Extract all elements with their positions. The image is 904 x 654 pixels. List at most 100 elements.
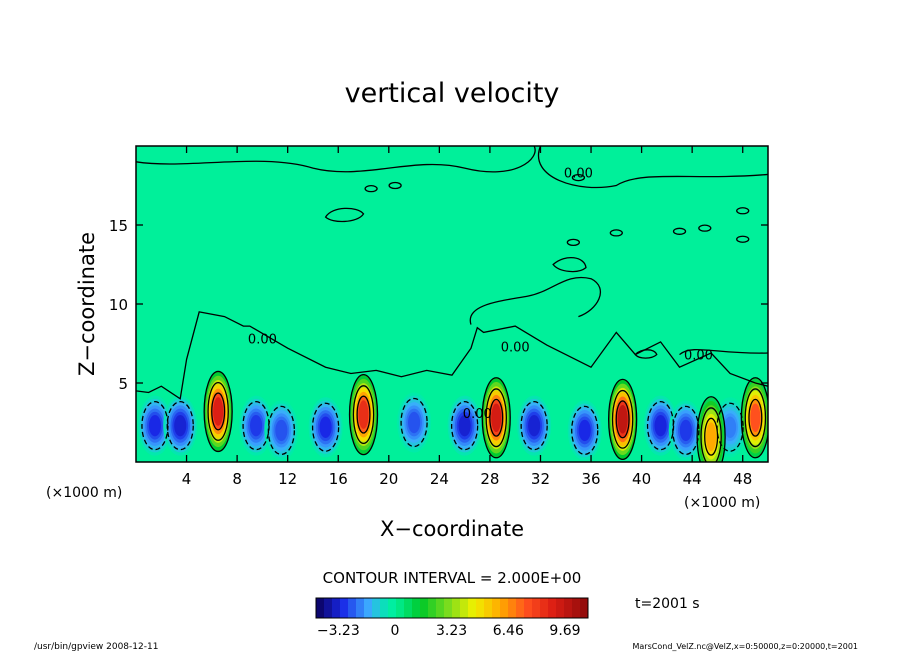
field-level — [491, 403, 502, 433]
colorbar-swatch — [356, 598, 365, 618]
plot-area: 0.00 0.00 0.00 0.00 0.00 — [135, 145, 769, 463]
downdraft-contour — [646, 401, 675, 451]
small-contour — [566, 238, 580, 247]
colorbar-frame — [315, 597, 589, 619]
x-tick-label: 8 — [232, 470, 242, 488]
mid-contour — [469, 276, 602, 325]
updraft-contour — [356, 395, 371, 434]
contour-label: 0.00 — [501, 340, 530, 355]
colorbar-tick-label: −3.23 — [317, 623, 360, 639]
colorbar-swatch — [580, 598, 589, 618]
field-level — [408, 411, 421, 434]
footer-right: MarsCond_VelZ.nc@VelZ,x=0:50000,z=0:2000… — [632, 642, 859, 651]
field-level — [148, 414, 162, 437]
contour-label: 0.00 — [248, 333, 277, 348]
downdraft-cell — [567, 400, 602, 461]
small-contour — [609, 229, 623, 237]
colorbar-tick-label: 3.23 — [436, 623, 467, 639]
downdraft-contour — [311, 402, 340, 452]
contour-label: 0.00 — [684, 348, 713, 363]
downdraft-contour — [672, 405, 700, 456]
colorbar-swatch — [340, 598, 349, 618]
field-level — [750, 403, 761, 433]
downdraft-cell — [264, 400, 299, 461]
colorbar — [315, 597, 589, 619]
colorbar-swatch — [548, 598, 557, 618]
x-tick-label: 48 — [733, 470, 752, 488]
field-level — [275, 419, 288, 442]
colorbar-swatch — [332, 598, 341, 618]
colorbar-tick-label: 9.69 — [549, 623, 580, 639]
colorbar-swatch — [452, 598, 461, 618]
downdraft-cell — [397, 392, 432, 453]
x-tick-label: 20 — [379, 470, 398, 488]
updraft-contour — [485, 388, 507, 448]
y-tick-label: 10 — [109, 296, 128, 314]
field-level — [617, 405, 628, 434]
downdraft-cell — [239, 395, 274, 456]
updraft-contour — [348, 373, 379, 456]
colorbar-swatch — [524, 598, 533, 618]
x-tick-label: 44 — [683, 470, 702, 488]
y-tick-label: 5 — [118, 375, 128, 393]
x-tick-label: 4 — [182, 470, 192, 488]
updraft-contour — [700, 407, 722, 462]
field-level — [724, 416, 737, 438]
colorbar-swatch — [468, 598, 477, 618]
x-unit-right: (×1000 m) — [684, 495, 760, 511]
downdraft-cell — [668, 400, 703, 461]
closed-contour — [324, 207, 365, 223]
updraft-contour — [611, 389, 634, 449]
small-contour — [571, 173, 586, 182]
field-level — [706, 422, 717, 452]
updraft-contour — [207, 381, 229, 441]
updraft-contour — [744, 388, 767, 448]
downdraft-contour — [716, 402, 744, 452]
x-tick-label: 12 — [278, 470, 297, 488]
colorbar-swatch — [564, 598, 573, 618]
field-level — [250, 414, 263, 437]
chart-title: vertical velocity — [345, 78, 560, 109]
updraft-contour — [489, 398, 504, 437]
colorbar-tick-label: 0 — [391, 623, 400, 639]
colorbar-swatch — [372, 598, 381, 618]
downdraft-contour — [400, 397, 428, 448]
colorbar-swatch — [388, 598, 397, 618]
contour-label: 0.00 — [463, 407, 492, 422]
field-level — [458, 414, 471, 437]
field-level — [319, 416, 332, 438]
downdraft-cell — [163, 395, 198, 456]
colorbar-tick-label: 6.46 — [493, 623, 524, 639]
mid-contour — [679, 348, 768, 356]
y-tick-label: 15 — [109, 217, 128, 235]
downdraft-cell — [517, 395, 552, 456]
closed-contour — [552, 257, 587, 273]
small-contour — [364, 185, 378, 193]
field-level — [654, 414, 667, 437]
colorbar-swatch — [364, 598, 373, 618]
x-axis-label: X−coordinate — [380, 517, 524, 541]
colorbar-swatch — [492, 598, 501, 618]
field-level — [679, 419, 692, 442]
x-tick-label: 24 — [430, 470, 449, 488]
updraft-contour — [696, 396, 726, 462]
colorbar-swatch — [380, 598, 389, 618]
downdraft-cell — [137, 395, 172, 456]
x-tick-label: 36 — [581, 470, 600, 488]
colorbar-swatch — [436, 598, 445, 618]
downdraft-contour — [520, 401, 548, 451]
colorbar-swatch — [396, 598, 405, 618]
colorbar-swatch — [540, 598, 549, 618]
x-unit-left: (×1000 m) — [46, 485, 122, 501]
colorbar-swatch — [500, 598, 509, 618]
downdraft-cell — [308, 397, 343, 458]
field-level — [174, 414, 187, 437]
colorbar-swatch — [484, 598, 493, 618]
zero-contour — [136, 311, 768, 400]
downdraft-contour — [571, 405, 599, 456]
x-tick-label: 32 — [531, 470, 550, 488]
field-level — [578, 419, 591, 442]
x-tick-label: 16 — [329, 470, 348, 488]
updraft-contour — [481, 377, 511, 459]
